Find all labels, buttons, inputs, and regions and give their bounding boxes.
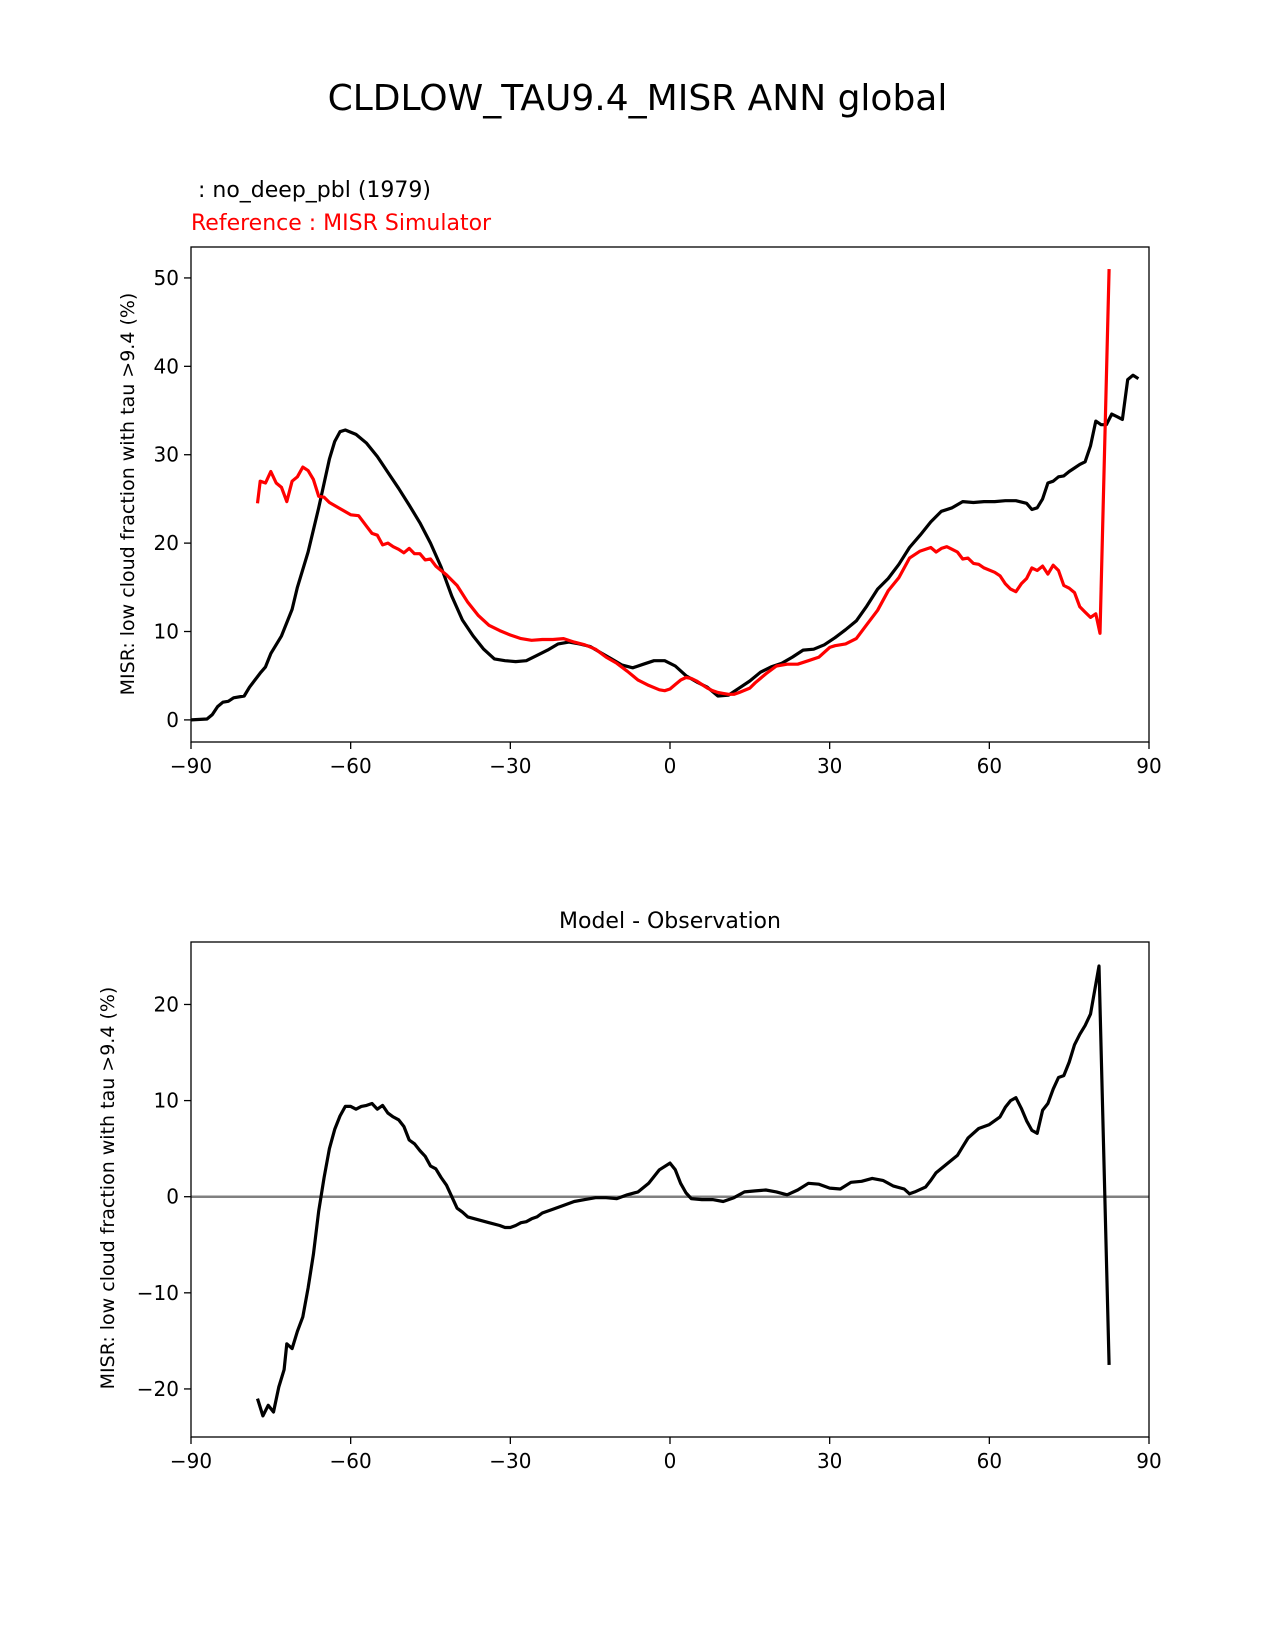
top-ytick-label: 20 (154, 531, 179, 555)
top-ytick-label: 50 (154, 266, 179, 290)
reference-legend-label: Reference : MISR Simulator (191, 211, 492, 236)
bottom-xtick-label: −60 (330, 1449, 372, 1473)
top-ytick-label: 10 (154, 620, 179, 644)
bottom-ytick-label: 0 (166, 1185, 179, 1209)
top-xtick-label: 30 (817, 754, 842, 778)
top-axes-frame (190, 246, 1150, 743)
top-ylabel: MISR: low cloud fraction with tau >9.4 (… (117, 293, 139, 696)
bottom-xtick-label: −30 (489, 1449, 531, 1473)
bottom-title: Model - Observation (559, 909, 781, 934)
bottom-ytick-label: −20 (137, 1377, 179, 1401)
top-x-ticks: −90 −60 −30 0 30 60 90 (170, 742, 1162, 778)
top-y-ticks: 0 10 20 30 40 50 (154, 266, 191, 732)
top-ytick-label: 30 (154, 443, 179, 467)
bottom-xtick-label: 90 (1136, 1449, 1161, 1473)
top-xtick-label: −30 (489, 754, 531, 778)
bottom-ytick-label: 20 (154, 992, 179, 1016)
top-xtick-label: −90 (170, 754, 212, 778)
top-xtick-label: 90 (1136, 754, 1161, 778)
top-panel: : no_deep_pbl (1979) Reference : MISR Si… (117, 178, 1162, 778)
bottom-xtick-label: 30 (817, 1449, 842, 1473)
top-xtick-label: 60 (977, 754, 1002, 778)
bottom-xtick-label: 60 (977, 1449, 1002, 1473)
top-series-line-1 (255, 269, 1111, 696)
bottom-ytick-label: −10 (137, 1281, 179, 1305)
bottom-ylabel: MISR: low cloud fraction with tau >9.4 (… (97, 987, 119, 1390)
top-xtick-label: 0 (664, 754, 677, 778)
bottom-axes-frame (190, 941, 1150, 1438)
top-xtick-label: −60 (330, 754, 372, 778)
figure-title: CLDLOW_TAU9.4_MISR ANN global (328, 78, 948, 119)
top-ytick-label: 0 (166, 708, 179, 732)
bottom-ytick-label: 10 (154, 1089, 179, 1113)
bottom-xtick-label: −90 (170, 1449, 212, 1473)
bottom-xtick-label: 0 (664, 1449, 677, 1473)
test-legend-label: : no_deep_pbl (1979) (191, 178, 431, 203)
bottom-x-ticks: −90 −60 −30 0 30 60 90 (170, 1437, 1162, 1473)
bottom-y-ticks: −20 −10 0 10 20 (137, 992, 191, 1401)
top-series (190, 269, 1140, 722)
bottom-panel: Model - Observation MISR: low cloud frac… (97, 909, 1162, 1473)
bottom-series (255, 964, 1111, 1418)
bottom-series-line-0 (255, 964, 1111, 1418)
top-ytick-label: 40 (154, 354, 179, 378)
top-series-line-0 (190, 373, 1140, 722)
